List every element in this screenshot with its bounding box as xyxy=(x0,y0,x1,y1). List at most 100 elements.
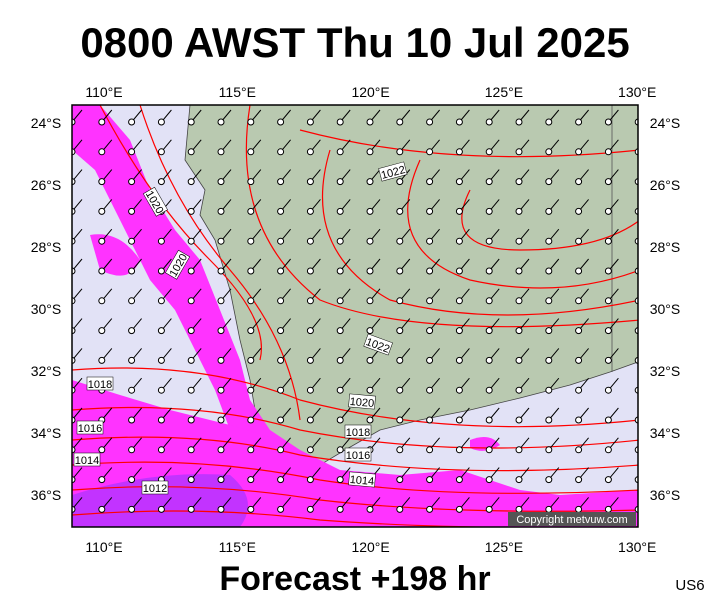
wind-barb xyxy=(366,318,381,335)
wind-barb xyxy=(485,497,500,513)
wind-barb xyxy=(187,258,202,275)
wind-barb xyxy=(128,377,142,394)
station xyxy=(128,148,136,156)
station xyxy=(426,416,434,424)
wind-barb xyxy=(545,407,560,424)
station xyxy=(426,178,434,186)
station xyxy=(366,118,374,126)
station xyxy=(128,267,136,275)
station xyxy=(128,207,136,215)
lat-label: 30°S xyxy=(650,301,681,317)
barb-staff xyxy=(349,526,350,527)
station xyxy=(247,207,255,215)
wind-barb xyxy=(426,348,440,364)
station xyxy=(247,148,255,156)
station xyxy=(98,297,106,305)
station xyxy=(188,536,194,542)
wind-barb xyxy=(366,407,381,424)
wind-barb xyxy=(396,467,411,484)
wind-barb xyxy=(604,199,619,215)
station xyxy=(515,118,523,126)
wind-barb xyxy=(336,407,351,424)
station xyxy=(426,386,434,394)
isobar-label-bg xyxy=(142,186,168,217)
barb-staff xyxy=(637,389,638,391)
barb-staff xyxy=(637,300,638,301)
wind-barb xyxy=(128,228,142,245)
wind-barb xyxy=(187,467,202,484)
wind-barb xyxy=(575,109,589,126)
station xyxy=(277,267,285,275)
station xyxy=(336,267,344,275)
station xyxy=(277,297,285,305)
station xyxy=(455,356,463,364)
station xyxy=(455,118,463,126)
barb-staff xyxy=(319,526,321,527)
wind-barb xyxy=(217,109,232,126)
wind-barb xyxy=(157,497,172,513)
wind-barb xyxy=(247,169,262,186)
station xyxy=(396,237,404,245)
isobar-label-bg xyxy=(363,333,393,356)
station xyxy=(575,327,583,335)
station xyxy=(545,267,553,275)
station xyxy=(277,356,285,364)
station xyxy=(217,356,225,364)
wind-barb xyxy=(426,288,440,305)
wind-barb xyxy=(336,169,351,186)
wind-barb xyxy=(575,169,589,186)
station xyxy=(546,536,552,542)
wind-barb xyxy=(396,497,411,513)
station xyxy=(396,356,404,364)
wind-barb xyxy=(157,377,172,394)
wind-barb xyxy=(157,437,172,454)
wind-barb xyxy=(247,109,262,126)
station xyxy=(366,356,374,364)
wind-barb xyxy=(545,467,560,484)
wind-barb xyxy=(277,348,291,364)
wind-barb xyxy=(617,526,619,527)
lon-label: 115°E xyxy=(219,539,256,555)
wind-barb xyxy=(306,169,321,186)
station xyxy=(397,536,403,542)
lon-label: 125°E xyxy=(485,539,523,555)
station xyxy=(426,148,434,156)
station xyxy=(157,416,165,424)
station xyxy=(277,148,285,156)
wind-barb xyxy=(426,228,440,245)
wind-barb xyxy=(217,348,232,364)
wind-barb xyxy=(485,199,500,215)
lat-label: 26°S xyxy=(650,177,681,193)
wind-barb xyxy=(128,437,142,454)
station xyxy=(575,267,583,275)
wind-barb xyxy=(277,407,291,424)
station xyxy=(366,267,374,275)
wind-barb xyxy=(426,258,440,275)
wind-barb xyxy=(545,318,560,335)
lat-label: 24°S xyxy=(650,115,681,131)
wind-barb xyxy=(515,109,530,126)
isobar-label-bg xyxy=(76,420,104,435)
wind-barb xyxy=(157,169,172,186)
isobar-label-text: 1018 xyxy=(346,427,370,439)
station xyxy=(396,476,404,484)
station xyxy=(217,505,225,513)
wind-barb xyxy=(426,109,440,126)
wind-barb xyxy=(157,228,172,245)
wind-barb xyxy=(397,526,410,542)
station xyxy=(247,297,255,305)
station xyxy=(604,178,612,186)
wind-barb xyxy=(157,288,172,305)
wind-barb xyxy=(306,199,321,215)
wind-barb xyxy=(545,199,560,215)
wind-barb xyxy=(98,258,113,275)
station xyxy=(157,297,165,305)
wind-barb xyxy=(485,258,500,275)
station xyxy=(277,386,285,394)
station xyxy=(604,237,612,245)
wind-barb xyxy=(575,318,589,335)
isobars xyxy=(72,105,638,527)
station xyxy=(455,476,463,484)
wind-barb xyxy=(588,526,589,527)
station xyxy=(128,505,136,513)
